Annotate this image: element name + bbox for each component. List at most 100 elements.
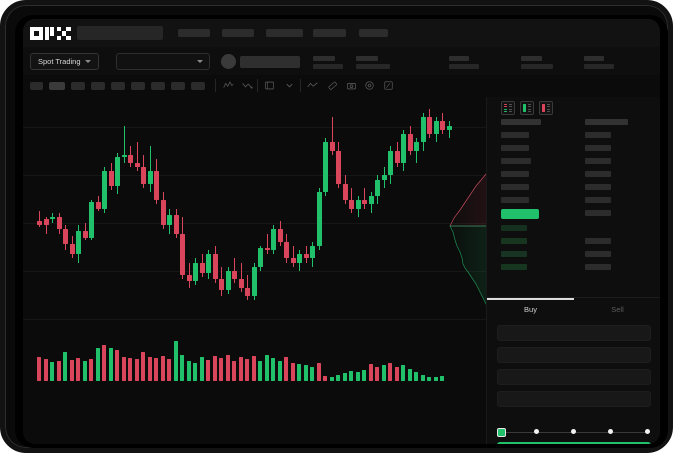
orderbook-ask-row[interactable] (501, 171, 529, 177)
candlestick-series (23, 97, 486, 312)
settings-dropdown-icon[interactable] (284, 80, 295, 91)
orderbook-both-icon[interactable] (501, 101, 515, 115)
orderbook-bid-row[interactable] (501, 264, 527, 270)
candle-body (297, 254, 302, 263)
orderbook-bid-row[interactable] (585, 238, 611, 244)
volume-bar (368, 364, 373, 381)
fullscreen-icon[interactable] (383, 80, 394, 91)
template-icon[interactable] (264, 80, 275, 91)
candle-body (394, 150, 400, 163)
grid-line (23, 223, 486, 224)
candle-wick (240, 262, 242, 292)
nav-item-2[interactable] (222, 29, 254, 37)
orderbook-ask-row[interactable] (585, 158, 611, 164)
stat-change (313, 56, 343, 69)
orderbook-ask-row[interactable] (501, 197, 529, 203)
okx-logo[interactable] (30, 27, 71, 40)
candle-body (180, 233, 185, 276)
price-field[interactable] (497, 347, 651, 363)
tf-1w[interactable] (171, 82, 185, 90)
candle-wick (45, 216, 47, 234)
line-chart-icon[interactable] (307, 80, 318, 91)
candle-body (329, 142, 335, 151)
volume-bar (50, 362, 54, 381)
tf-30m[interactable] (91, 82, 105, 90)
order-type-field[interactable] (497, 325, 651, 341)
tf-5m[interactable] (49, 82, 65, 90)
market-type-dropdown[interactable]: Spot Trading (30, 53, 99, 70)
camera-icon[interactable] (346, 80, 357, 91)
orderbook-asks-icon[interactable] (539, 101, 553, 115)
volume-bar (271, 357, 275, 381)
tf-1d[interactable] (151, 82, 165, 90)
stat-low (449, 56, 479, 69)
orderbook-bid-row[interactable] (501, 238, 527, 244)
alert-icon[interactable] (364, 80, 375, 91)
slider-stop-100[interactable] (645, 429, 650, 434)
tf-4h[interactable] (131, 82, 145, 90)
tab-buy[interactable]: Buy (524, 305, 537, 314)
tf-15m[interactable] (71, 82, 85, 90)
orderbook-ask-row[interactable] (585, 184, 611, 190)
orderbook-ask-row[interactable] (585, 145, 611, 151)
slider-stop-75[interactable] (608, 429, 613, 434)
orderbook-rows[interactable] (487, 119, 660, 297)
candle-body (342, 183, 348, 201)
volume-bar (388, 363, 392, 381)
candle-body (63, 229, 68, 244)
tab-sell[interactable]: Sell (611, 305, 624, 314)
candle-body (219, 279, 224, 290)
nav-item-1[interactable] (178, 29, 210, 37)
slider-stop-25[interactable] (534, 429, 539, 434)
candle-body (368, 196, 374, 205)
total-field[interactable] (497, 391, 651, 407)
orderbook-bid-row[interactable] (501, 251, 527, 257)
orderbook-ask-row[interactable] (501, 158, 531, 164)
ruler-icon[interactable] (327, 80, 338, 91)
compare-icon[interactable] (242, 80, 253, 91)
orderbook-bid-row[interactable] (585, 264, 611, 270)
candle-wick (416, 138, 417, 163)
orderbook-ask-row[interactable] (501, 145, 529, 151)
chevron-down-icon (84, 60, 91, 63)
price-chart-pane[interactable] (23, 97, 486, 407)
slider-stop-50[interactable] (571, 429, 576, 434)
candle-body (264, 248, 270, 251)
orderbook-spread-row[interactable] (501, 209, 539, 219)
tf-1m[interactable] (30, 82, 43, 90)
slider-handle[interactable] (497, 427, 506, 437)
trading-pair-select[interactable] (116, 53, 210, 70)
orderbook-ask-row[interactable] (585, 210, 611, 216)
tf-more[interactable] (191, 82, 205, 90)
submit-order-button[interactable] (497, 442, 651, 444)
nav-item-3[interactable] (266, 29, 303, 37)
orderbook-ask-row[interactable] (585, 171, 611, 177)
volume-bar (121, 356, 126, 381)
volume-bar (186, 360, 191, 381)
volume-bar (433, 377, 438, 381)
nav-item-4[interactable] (313, 29, 346, 37)
search-input[interactable] (77, 26, 163, 40)
amount-percent-slider[interactable] (497, 427, 651, 437)
volume-bar (258, 361, 262, 381)
volume-bar (284, 356, 288, 381)
orderbook-bid-row[interactable] (501, 225, 527, 231)
toolbar-divider (215, 79, 216, 92)
candle-body (108, 171, 114, 186)
volume-series (23, 319, 486, 381)
nav-item-5[interactable] (359, 29, 388, 37)
orderbook-bids-icon[interactable] (520, 101, 534, 115)
volume-bar (141, 352, 145, 381)
tf-1h[interactable] (111, 82, 125, 90)
orderbook-ask-row[interactable] (585, 132, 611, 138)
volume-bar (89, 358, 93, 381)
orderbook-ask-row[interactable] (501, 184, 529, 190)
candle-body (154, 171, 159, 201)
orderbook-ask-row[interactable] (501, 132, 529, 138)
orderbook-ask-row[interactable] (585, 197, 611, 203)
amount-field[interactable] (497, 369, 651, 385)
orderbook-bid-row[interactable] (585, 251, 611, 257)
candle-body (251, 266, 257, 296)
indicator-icon[interactable] (223, 80, 234, 91)
volume-bar (342, 372, 347, 381)
